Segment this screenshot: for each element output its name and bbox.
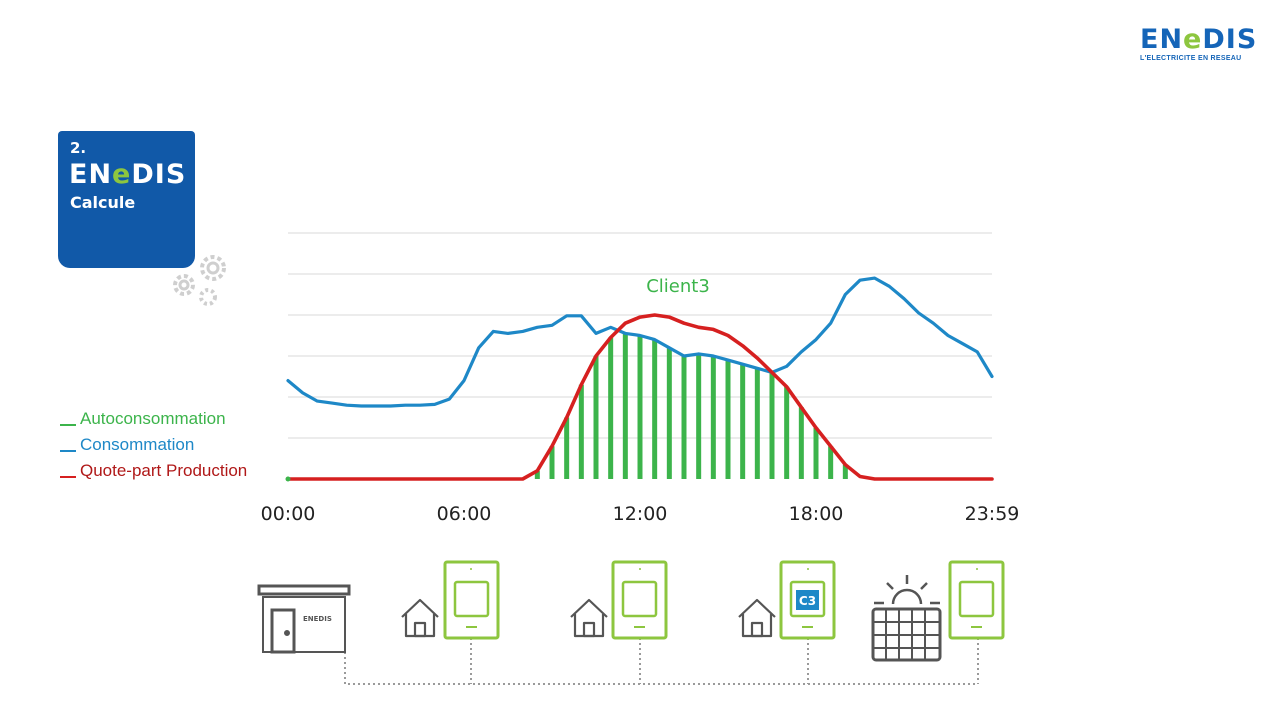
autoconsommation-bar bbox=[564, 417, 570, 479]
legend-item-autoconsommation: Autoconsommation bbox=[60, 406, 247, 432]
autoconsommation-bar bbox=[534, 470, 540, 479]
autoconsommation-bar bbox=[740, 364, 746, 479]
step-card: 2. ENeDIS Calcule bbox=[58, 131, 195, 268]
autoconsommation-bar bbox=[681, 356, 687, 479]
x-tick-label: 23:59 bbox=[964, 503, 1020, 525]
autoconsommation-bar bbox=[578, 384, 584, 479]
autoconsommation-bar bbox=[622, 333, 628, 479]
substation-icon: ENEDIS bbox=[257, 584, 351, 654]
linky-meter-icon: C3 bbox=[779, 560, 836, 640]
x-tick-label: 06:00 bbox=[436, 503, 492, 525]
brand-logo: ENeDIS L'ELECTRICITE EN RESEAU bbox=[1140, 26, 1260, 63]
brand-tagline: L'ELECTRICITE EN RESEAU bbox=[1140, 55, 1242, 62]
autoconsommation-bar bbox=[652, 339, 658, 479]
chart-title: Client3 bbox=[646, 276, 710, 297]
legend-item-quote-part-production: Quote-part Production bbox=[60, 458, 247, 484]
step-number: 2. bbox=[70, 139, 87, 157]
autoconsommation-bar bbox=[828, 446, 834, 479]
house-icon bbox=[570, 598, 608, 638]
network-line bbox=[344, 638, 979, 685]
autoconsommation-bar bbox=[593, 356, 599, 479]
autoconsommation-bar bbox=[754, 368, 760, 479]
legend-item-consommation: Consommation bbox=[60, 432, 247, 458]
consommation-line bbox=[286, 276, 994, 408]
linky-meter-icon bbox=[443, 560, 500, 640]
autoconsommation-bar bbox=[710, 356, 716, 479]
x-tick-label: 18:00 bbox=[788, 503, 844, 525]
x-tick-label: 12:00 bbox=[612, 503, 668, 525]
chart-legend: Autoconsommation Consommation Quote-part… bbox=[60, 406, 247, 484]
autoconsommation-bar bbox=[769, 372, 775, 479]
x-tick-label: 00:00 bbox=[260, 503, 316, 525]
chart-lines bbox=[285, 276, 994, 482]
quote-part-production-line bbox=[286, 313, 994, 481]
step-word: Calcule bbox=[70, 193, 136, 212]
autoconsommation-bar bbox=[784, 386, 790, 479]
autoconsommation-bar bbox=[813, 427, 819, 479]
start-marker bbox=[285, 476, 291, 482]
autoconsommation-bar bbox=[666, 347, 672, 479]
autoconsommation-bar bbox=[842, 464, 848, 479]
step-logo: ENeDIS bbox=[69, 159, 187, 190]
autoconsommation-bar bbox=[549, 446, 555, 479]
autoconsommation-bar bbox=[608, 337, 614, 479]
svg-text:ENEDIS: ENEDIS bbox=[303, 615, 332, 623]
autoconsommation-bar bbox=[798, 407, 804, 479]
autoconsommation-bar bbox=[696, 353, 702, 479]
meter-label: C3 bbox=[799, 594, 816, 608]
house-icon bbox=[738, 598, 776, 638]
autoconsommation-bar bbox=[637, 335, 643, 479]
solar-panel-icon bbox=[871, 575, 942, 662]
linky-meter-icon bbox=[611, 560, 668, 640]
autoconsommation-bar bbox=[725, 360, 731, 479]
gears-icon bbox=[173, 255, 226, 306]
house-icon bbox=[401, 598, 439, 638]
autoconsommation-bars bbox=[534, 333, 848, 479]
linky-meter-icon bbox=[948, 560, 1005, 640]
